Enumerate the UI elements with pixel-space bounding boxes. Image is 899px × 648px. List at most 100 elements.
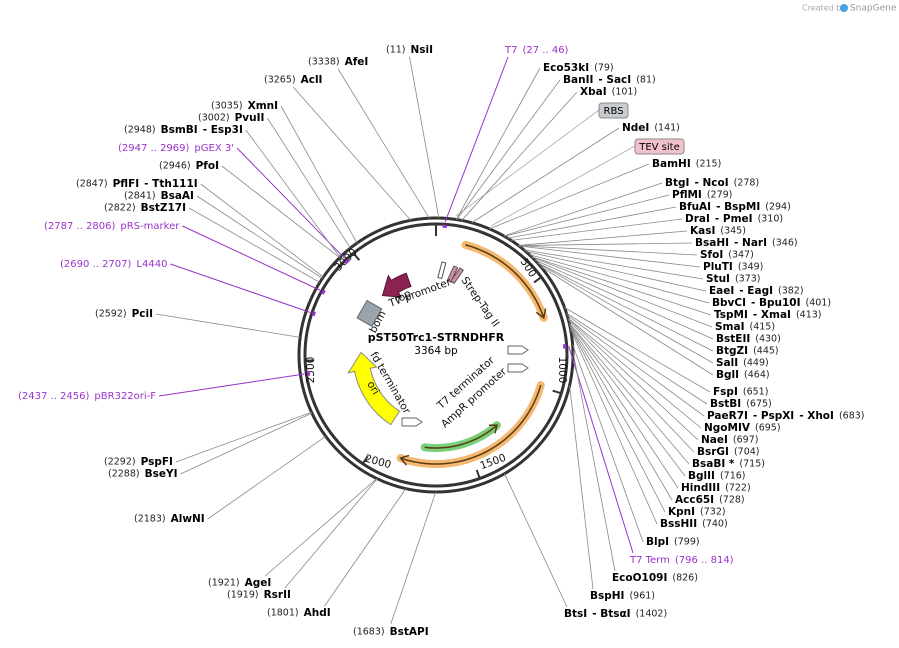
primer-mark [306,370,311,376]
green-arrow [424,424,498,449]
site-label: EcoO109I [612,572,667,584]
site-label: FspI [713,386,738,398]
ring-tick [552,389,562,395]
site-label: BglI [716,369,739,381]
site-label: - Bpu10I [751,297,801,309]
site-label: (722) [725,483,751,494]
site-leader [471,127,620,224]
site-label: (294) [765,202,791,213]
site-leader [531,256,712,316]
site-leader [534,259,714,340]
site-label: AhdI [304,607,331,619]
site-label: NaeI [701,434,728,446]
primer-leader [170,263,311,313]
ampr-arrow [400,384,542,465]
site-label: NdeI [622,122,649,134]
leader-lines [155,56,714,625]
site-leader [503,182,663,237]
site-label: - BspMI [716,201,760,213]
site-label: BsaBI * [692,458,735,470]
site-label: AgeI [245,577,272,589]
site-label: (430) [755,334,781,345]
site-label: AclI [301,74,323,86]
site-label: (101) [612,87,638,98]
site-label: StuI [706,273,730,285]
site-leader [529,254,710,304]
site-leader [337,68,430,219]
site-label: AlwNI [171,513,205,525]
plasmid-size: 3364 bp [414,345,458,357]
primer-mark [344,258,351,264]
site-leader [507,206,677,239]
site-label: PflFI [113,178,140,190]
feature-leader [490,145,636,227]
site-label: - XhoI [799,410,834,422]
site-label: EaeI [709,285,734,297]
site-leader [180,412,313,475]
terminator-glyph [507,363,529,373]
site-label: (81) [636,75,656,86]
primer-label: (796 .. 814) [675,555,734,566]
site-label: BstEII [716,333,750,345]
site-label: AfeI [345,56,369,68]
site-label: RsrII [264,589,291,601]
site-label: BlpI [646,536,669,548]
site-label: (2292) [104,457,136,468]
site-leader [569,324,679,489]
site-leader [518,230,688,246]
site-label: (728) [719,495,745,506]
primer-label: T7 Term [629,555,670,566]
brand: SnapGene [850,4,897,14]
site-label: SfoI [700,249,723,261]
logo [840,4,848,12]
site-label: (449) [743,358,769,369]
site-label: - Tth111I [144,178,198,190]
site-leader [504,194,670,237]
site-label: BseYI [145,468,178,480]
site-leader [572,351,616,572]
site-label: - EagI [739,285,773,297]
site-label: (310) [758,214,784,225]
site-label: PflMI [672,189,702,201]
site-leader [188,207,321,283]
site-leader [221,165,340,258]
feature-box [598,102,629,119]
site-label: Eco53kI [543,62,589,74]
site-leader [200,183,324,278]
outer-ring [297,216,575,494]
primer-label: (2947 .. 2969) [118,143,190,154]
site-leader [461,91,578,221]
site-leader [537,262,714,364]
site-leader [409,56,440,219]
primer-label: (2787 .. 2806) [44,221,116,232]
site-label: NgoMIV [704,422,751,434]
site-label: SmaI [715,321,745,333]
dhfr-arrow [465,244,545,319]
site-label: (2847) [76,179,108,190]
site-label: (373) [735,274,761,285]
plasmid-name: pST50Trc1-STRNDHFR [368,331,505,344]
site-label: BsmBI [161,124,198,136]
site-leader [567,318,699,441]
site-leader [564,307,711,393]
site-leader [566,312,708,405]
site-label: DraI [685,213,710,225]
tag-glyph [450,267,464,285]
primer-label: L4440 [136,259,167,270]
site-label: (346) [772,238,798,249]
site-label: (740) [702,519,728,530]
site-label: PspFI [141,456,173,468]
site-leader [540,266,714,376]
site-label: BstZ17I [141,202,186,214]
site-label: (697) [733,435,759,446]
ring-tick-label: 2500 [305,357,317,384]
feature-label: Strep-Tag II [458,275,501,329]
site-label: (2288) [108,469,140,480]
site-leader [504,473,568,608]
site-label: KasI [690,225,715,237]
ampr-arrow-head [399,454,410,466]
site-label: (415) [750,322,776,333]
site-label: PfoI [196,160,219,172]
site-label: (2946) [159,161,191,172]
site-label: (2822) [104,203,136,214]
